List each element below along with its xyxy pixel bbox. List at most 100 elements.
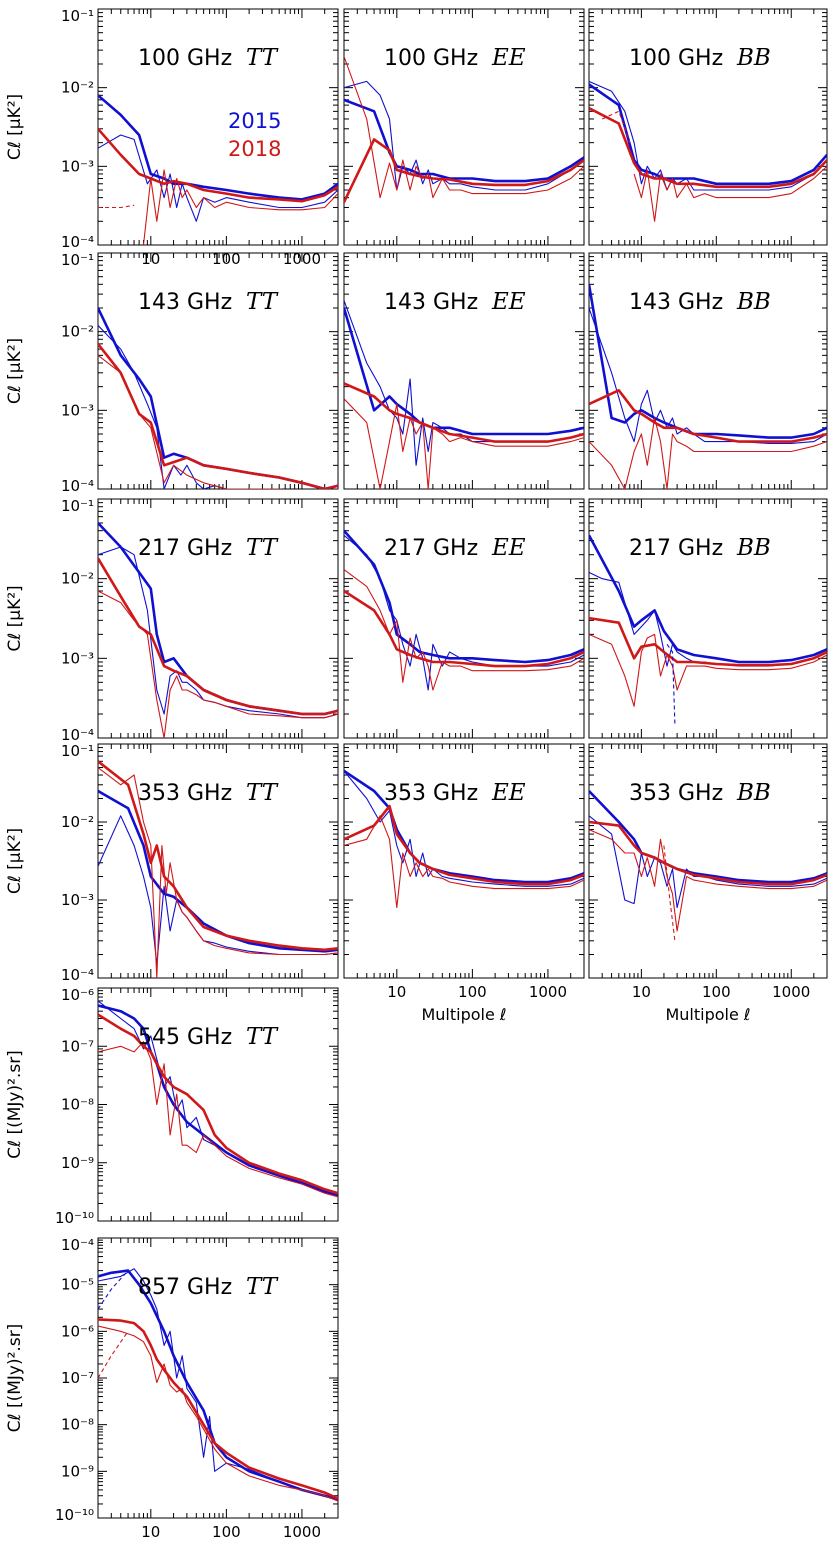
panel-143-BB: 143 GHz BB	[588, 252, 828, 490]
y-tick-label: 10⁻⁸	[61, 1096, 94, 1114]
series-2018-thick	[98, 127, 338, 203]
panel-frame	[588, 252, 828, 490]
x-tick-label: 10	[387, 983, 406, 1001]
series-2018-thick	[98, 1318, 338, 1500]
panel-frame	[97, 987, 339, 1222]
panel-217-BB: 217 GHz BB	[588, 498, 828, 739]
panel-frame	[588, 498, 828, 739]
panel-frequency: 217 GHz	[629, 536, 723, 561]
series-2015-thick	[98, 94, 338, 201]
series-2015-thick	[344, 529, 584, 664]
panel-spectrum: TT	[246, 535, 279, 561]
y-axis-label: Cℓ [μK²]	[5, 828, 25, 894]
panel-title: 857 GHz TT	[138, 1274, 279, 1300]
series-2018-thick	[98, 557, 338, 716]
panel-frame	[97, 252, 339, 490]
panel-title: 217 GHz TT	[138, 535, 279, 561]
series-2018-thin	[98, 1041, 338, 1198]
panel-title: 353 GHz BB	[629, 780, 771, 806]
panel-frequency: 353 GHz	[384, 781, 478, 806]
panel-title: 100 GHz BB	[629, 45, 771, 71]
y-axis-label: Cℓ [μK²]	[5, 338, 25, 404]
y-tick-label: 10⁻¹	[61, 742, 94, 760]
legend-2015: 2015	[228, 109, 281, 133]
series-layer	[98, 1000, 338, 1198]
y-tick-label: 10⁻⁶	[61, 986, 94, 1004]
panel-title: 217 GHz EE	[384, 535, 526, 561]
y-tick-label: 10⁻⁸	[61, 1416, 94, 1434]
panel-frequency: 100 GHz	[384, 46, 478, 71]
panel-spectrum: BB	[736, 535, 771, 561]
series-2018-thick	[589, 388, 827, 443]
panel-857-TT: 10⁻¹⁰10⁻⁹10⁻⁸10⁻⁷10⁻⁶10⁻⁵10⁻⁴101001000Mu…	[5, 1236, 339, 1541]
y-tick-label: 10⁻¹⁰	[55, 1506, 94, 1524]
series-2018-dashed	[663, 845, 676, 941]
panel-217-TT: 10⁻⁴ 10⁻³ 10⁻² 10⁻¹ Cℓ [μK²] 217 GHz TT	[5, 497, 339, 744]
y-tick-label: 10⁻⁴	[61, 233, 94, 251]
panel-title: 100 GHz EE	[384, 45, 526, 71]
y-tick-label: 10⁻¹	[61, 251, 94, 269]
panel-spectrum: EE	[491, 45, 526, 71]
series-layer	[589, 284, 827, 489]
y-tick-label: 10⁻⁹	[61, 1462, 94, 1480]
series-2015-thick	[589, 83, 827, 186]
y-tick-label: 10⁻⁴	[61, 477, 94, 495]
panel-frequency: 217 GHz	[138, 536, 232, 561]
y-tick-label: 10⁻⁶	[61, 1322, 94, 1340]
panel-frequency: 100 GHz	[138, 46, 232, 71]
panel-frequency: 545 GHz	[138, 1025, 232, 1050]
x-axis-label: Multipole ℓ	[665, 1005, 750, 1024]
y-tick-label: 10⁻⁴	[61, 966, 94, 984]
series-2018-thick	[589, 106, 827, 189]
x-tick-label: 100	[702, 983, 731, 1001]
x-tick-label: 10	[632, 983, 651, 1001]
y-tick-label: 10⁻³	[61, 649, 94, 667]
panel-frequency: 143 GHz	[138, 290, 232, 315]
panel-spectrum: BB	[736, 289, 771, 315]
series-2015-thick	[589, 534, 827, 664]
panel-217-EE: 217 GHz EE	[343, 498, 585, 739]
series-2018-thin	[633, 165, 827, 222]
y-tick-label: 10⁻⁹	[61, 1154, 94, 1172]
series-layer	[344, 529, 584, 691]
series-layer	[344, 56, 584, 203]
series-2015-dashed	[98, 1270, 129, 1310]
panel-spectrum: TT	[246, 1024, 279, 1050]
series-2018-thin	[98, 1325, 338, 1502]
series-layer	[589, 534, 827, 725]
panel-frame	[343, 252, 585, 490]
panel-frequency: 143 GHz	[629, 290, 723, 315]
panel-title: 143 GHz BB	[629, 289, 771, 315]
series-2018-thick	[344, 589, 584, 668]
series-2015-thin	[589, 815, 827, 909]
y-axis-label: Cℓ [(MJy)².sr]	[5, 1050, 25, 1159]
series-2018-thin	[344, 398, 584, 489]
y-tick-label: 10⁻³	[61, 157, 94, 175]
panel-spectrum: EE	[491, 535, 526, 561]
y-tick-label: 10⁻⁴	[61, 1236, 94, 1254]
panel-frequency: 857 GHz	[138, 1275, 232, 1300]
legend-2018: 2018	[228, 137, 281, 161]
y-tick-label: 10⁻³	[61, 401, 94, 419]
series-2018-thin	[98, 767, 338, 978]
x-tick-label: 1000	[283, 1523, 321, 1541]
legend: 2015 2018	[228, 109, 281, 161]
series-2018-thick	[98, 343, 338, 489]
panel-frequency: 353 GHz	[629, 781, 723, 806]
series-2018-thin	[142, 169, 338, 245]
panel-spectrum: TT	[246, 45, 279, 71]
series-layer	[344, 300, 584, 489]
y-tick-label: 10⁻²	[61, 570, 94, 588]
series-2018-thin	[344, 56, 584, 199]
panel-frequency: 353 GHz	[138, 781, 232, 806]
panel-frame	[588, 743, 828, 979]
series-2018-thick	[344, 804, 584, 886]
series-layer	[98, 307, 338, 489]
series-2018-thick	[98, 760, 338, 952]
panel-title: 143 GHz TT	[138, 289, 279, 315]
y-tick-label: 10⁻³	[61, 891, 94, 909]
series-layer	[98, 1268, 338, 1502]
series-2015-thick	[98, 1269, 338, 1501]
series-2015-thin	[98, 546, 338, 719]
series-2015-thin	[98, 134, 338, 222]
